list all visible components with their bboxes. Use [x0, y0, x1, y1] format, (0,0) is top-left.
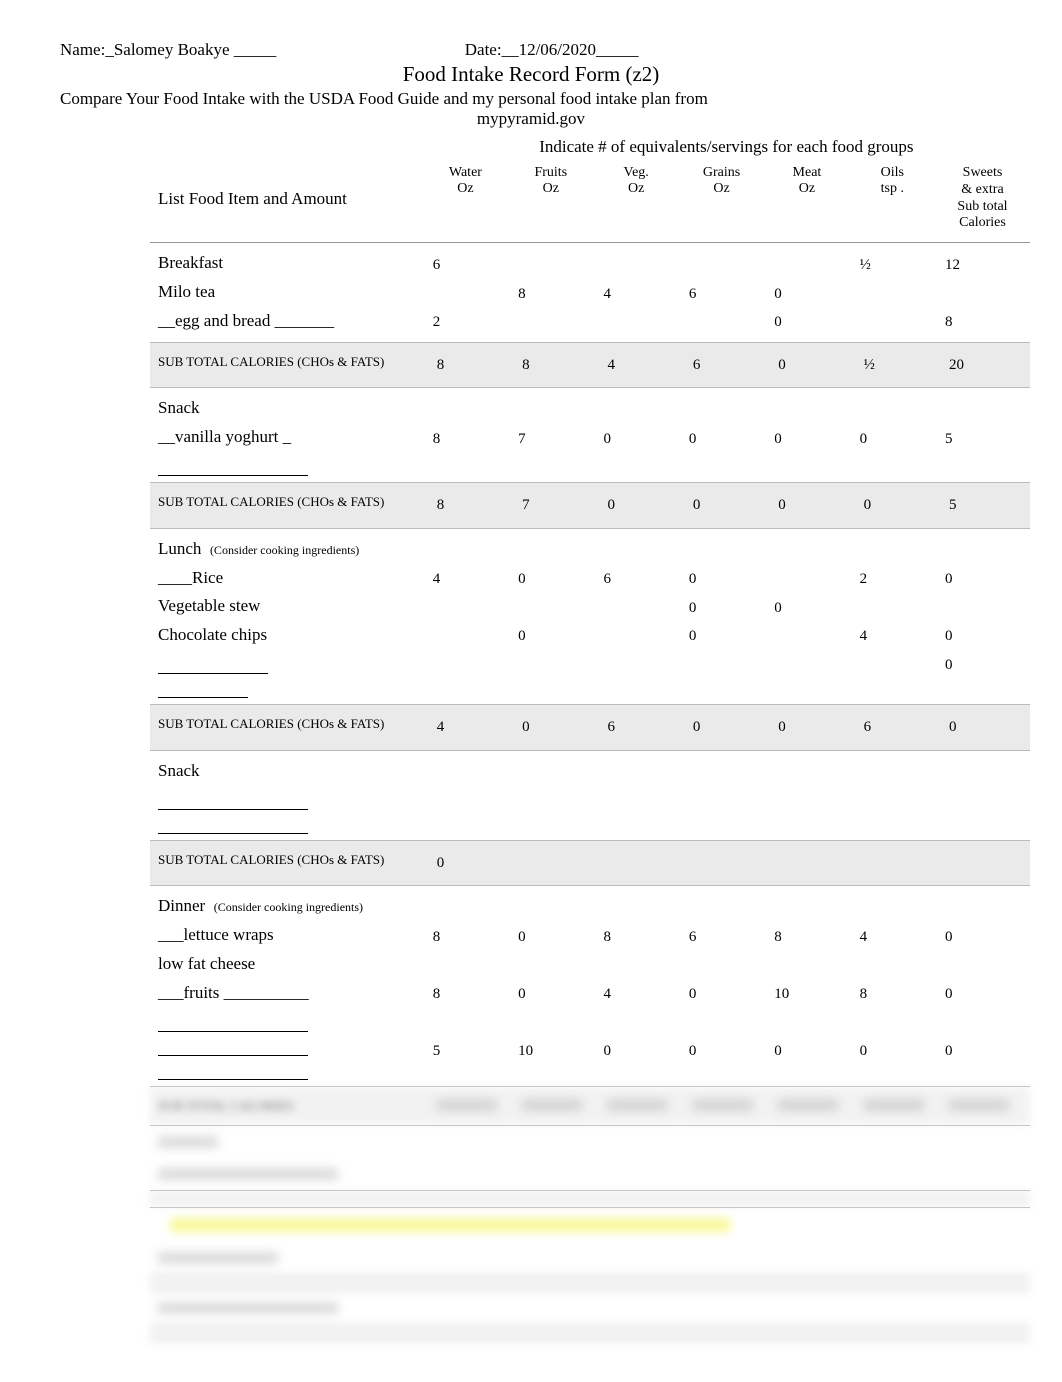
- snack2-subtotal: SUB TOTAL CALORIES (CHOs & FATS) 0: [150, 840, 1030, 886]
- breakfast-label: Breakfast: [158, 249, 419, 278]
- bf-fruits: 8: [508, 243, 593, 343]
- breakfast-row: Breakfast Milo tea __egg and bread _____…: [150, 243, 1030, 343]
- blurred-row: [150, 1125, 1030, 1158]
- col-sweets: Sweets& extraSub totalCalories: [935, 159, 1030, 243]
- col-water: WaterOz: [423, 159, 508, 243]
- snack1-item-0: __vanilla yoghurt _: [158, 423, 419, 452]
- header-line: Name:_Salomey Boakye _____ Date:__12/06/…: [60, 40, 1002, 60]
- blurred-row: [150, 1158, 1030, 1191]
- date-label: Date:__: [465, 40, 519, 59]
- name-label: Name:_: [60, 40, 114, 59]
- bf-grains: 6: [679, 243, 764, 343]
- highlight-bar: [170, 1218, 730, 1232]
- col-meat: MeatOz: [764, 159, 849, 243]
- subtitle: Compare Your Food Intake with the USDA F…: [60, 89, 1002, 109]
- date-value: 12/06/2020_____: [519, 40, 639, 59]
- bf-meat: 00: [764, 243, 849, 343]
- food-intake-table: Indicate # of equivalents/servings for e…: [150, 133, 1030, 1208]
- subtitle-center: mypyramid.gov: [60, 109, 1002, 129]
- indicate-text: Indicate # of equivalents/servings for e…: [423, 133, 1030, 159]
- lunch-subtotal: SUB TOTAL CALORIES (CHOs & FATS) 4 0 6 0…: [150, 705, 1030, 751]
- snack1-label: Snack: [158, 394, 419, 423]
- lunch-label: Lunch (Consider cooking ingredients): [158, 535, 419, 564]
- bf-oils: ½: [850, 243, 935, 343]
- breakfast-item-1: __egg and bread _______: [158, 307, 419, 336]
- snack1-subtotal: SUB TOTAL CALORIES (CHOs & FATS) 8 7 0 0…: [150, 483, 1030, 529]
- col-grains: GrainsOz: [679, 159, 764, 243]
- indicate-row: Indicate # of equivalents/servings for e…: [150, 133, 1030, 159]
- bf-sub-label: SUB TOTAL CALORIES (CHOs & FATS): [150, 342, 423, 388]
- lunch-row: Lunch (Consider cooking ingredients) ___…: [150, 528, 1030, 705]
- snack2-row: Snack: [150, 750, 1030, 840]
- bf-sweets: 128: [935, 243, 1030, 343]
- blank-line: [158, 456, 308, 476]
- blurred-subtotal: [150, 1190, 1030, 1207]
- breakfast-subtotal: SUB TOTAL CALORIES (CHOs & FATS) 8 8 4 6…: [150, 342, 1030, 388]
- dinner-row: Dinner (Consider cooking ingredients) __…: [150, 886, 1030, 1087]
- column-headers: List Food Item and Amount WaterOz Fruits…: [150, 159, 1030, 243]
- bf-veg: 4: [593, 243, 678, 343]
- page-title: Food Intake Record Form (z2): [60, 62, 1002, 87]
- bf-water: 62: [423, 243, 508, 343]
- col-food: List Food Item and Amount: [150, 159, 423, 243]
- dinner-subtotal: SUB TOTAL CALORIES: [150, 1086, 1030, 1125]
- blurred-bottom: [150, 1218, 1002, 1342]
- name-value: Salomey Boakye _____: [114, 40, 276, 59]
- col-oils: Oilstsp .: [850, 159, 935, 243]
- breakfast-item-0: Milo tea: [158, 278, 419, 307]
- col-veg: Veg.Oz: [593, 159, 678, 243]
- snack1-row: Snack __vanilla yoghurt _ 8 7 0 0 0 0 5: [150, 388, 1030, 483]
- col-fruits: FruitsOz: [508, 159, 593, 243]
